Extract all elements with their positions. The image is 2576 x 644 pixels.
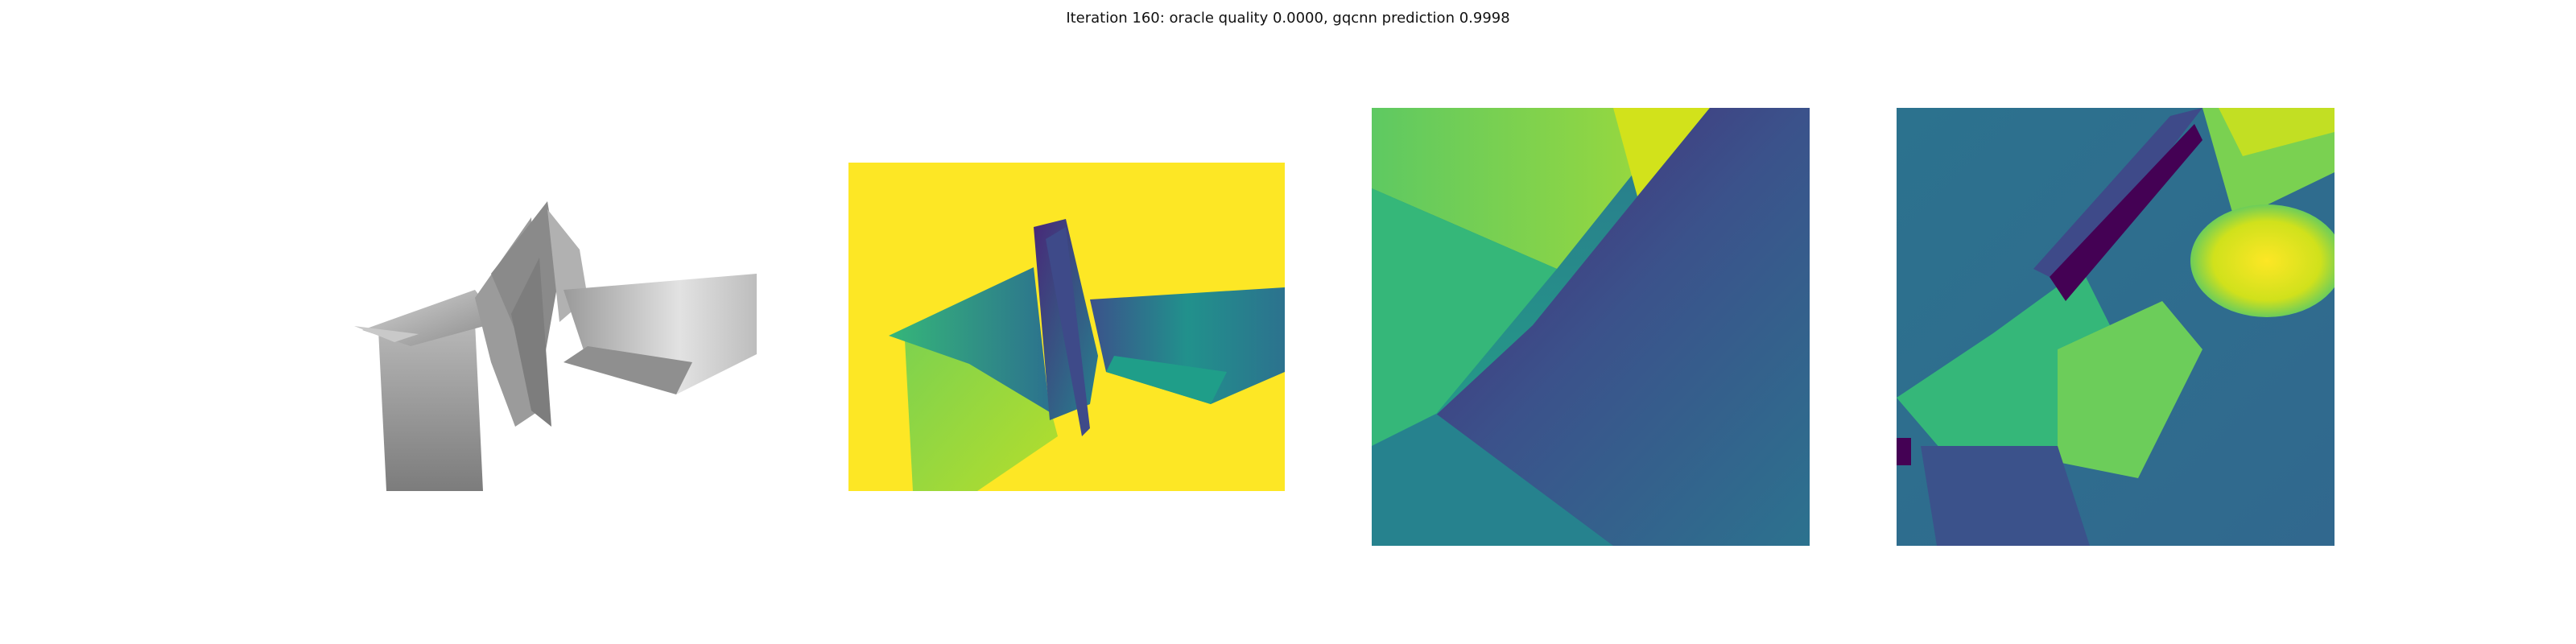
feature-crop-svg (1897, 108, 2334, 546)
figure-title: Iteration 160: oracle quality 0.0000, gq… (1066, 10, 1510, 27)
depth-crop-svg (1372, 108, 1810, 546)
mesh-render-image (346, 201, 781, 507)
mesh-render-svg (354, 201, 757, 491)
feature-crop-image (1897, 108, 2334, 546)
depth-image-svg (848, 163, 1285, 491)
depth-image (848, 163, 1285, 491)
depth-crop-image (1372, 108, 1810, 546)
